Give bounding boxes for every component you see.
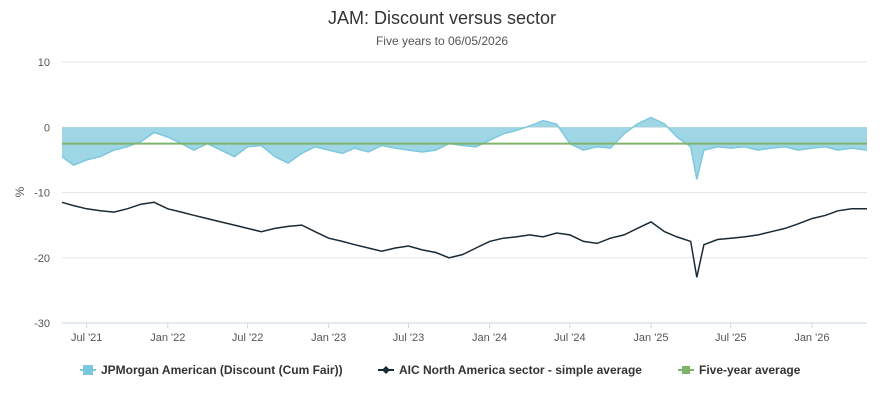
- legend-item-jpmorgan-american[interactable]: JPMorgan American (Discount (Cum Fair)): [80, 363, 343, 377]
- x-tick-label: Jan '22: [150, 332, 185, 344]
- legend-label: AIC North America sector - simple averag…: [399, 363, 642, 377]
- y-tick-label: 0: [44, 122, 50, 134]
- series-line-jpmorgan-american: [61, 116, 868, 180]
- x-tick-label: Jul '21: [71, 332, 102, 344]
- legend-item-five-year-average[interactable]: Five-year average: [678, 363, 801, 377]
- series-area-jpmorgan-american: [62, 117, 867, 180]
- x-tick-label: Jan '26: [794, 332, 829, 344]
- legend-item-aic-north-america[interactable]: AIC North America sector - simple averag…: [378, 363, 642, 377]
- legend-symbol-marker: [83, 365, 93, 375]
- x-tick-label: Jan '24: [472, 332, 507, 344]
- y-tick-label: -20: [34, 253, 50, 265]
- chart-subtitle: Five years to 06/05/2026: [376, 34, 508, 48]
- chart-title: JAM: Discount versus sector: [328, 8, 556, 28]
- legend-label: Five-year average: [699, 363, 801, 377]
- legend-symbol-marker: [682, 366, 690, 374]
- grid: [62, 61, 867, 324]
- y-tick-label: 10: [38, 57, 50, 69]
- series-line-aic-north-america: [61, 201, 867, 278]
- y-axis-ticks: 10 0 -10 -20 -30: [34, 57, 50, 330]
- x-tick-label: Jul '23: [393, 332, 424, 344]
- x-axis-ticks: Jul '21 Jan '22 Jul '22 Jan '23 Jul '23 Jan '…: [62, 322, 867, 344]
- x-tick-label: Jul '25: [715, 332, 746, 344]
- legend[interactable]: JPMorgan American (Discount (Cum Fair)) A…: [80, 363, 801, 377]
- y-tick-label: -30: [34, 318, 50, 330]
- x-tick-label: Jan '25: [633, 332, 668, 344]
- series: [61, 116, 868, 278]
- y-tick-label: -10: [34, 188, 50, 200]
- legend-symbol-marker: [382, 366, 390, 374]
- x-tick-label: Jul '24: [554, 332, 585, 344]
- x-tick-label: Jan '23: [311, 332, 346, 344]
- y-axis-label: %: [13, 186, 27, 197]
- legend-label: JPMorgan American (Discount (Cum Fair)): [101, 363, 343, 377]
- x-tick-label: Jul '22: [232, 332, 263, 344]
